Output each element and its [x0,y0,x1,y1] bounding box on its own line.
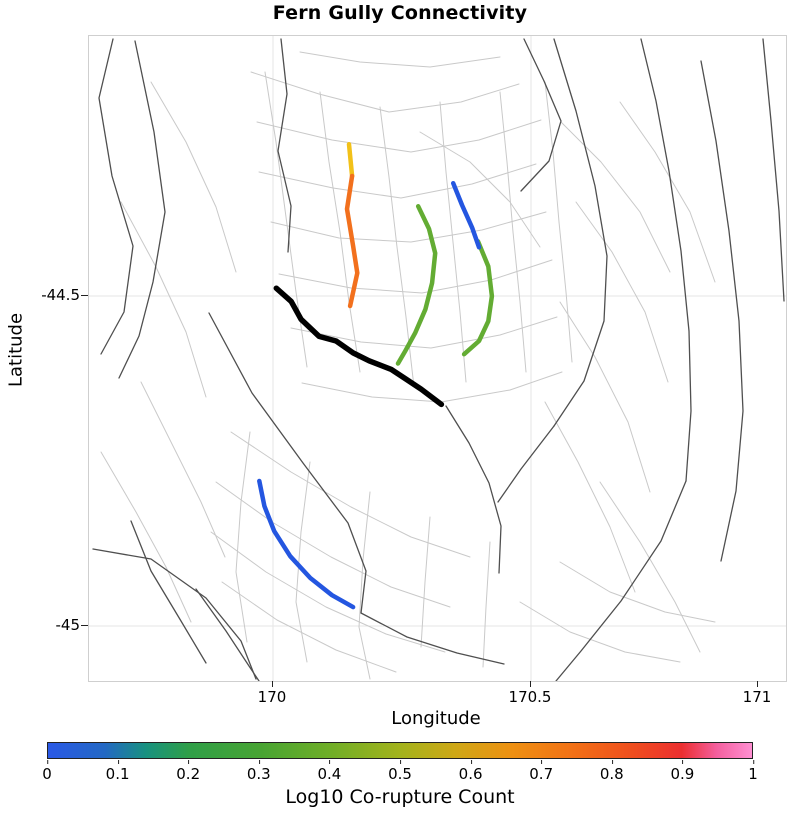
background-fault-trace [118,40,166,379]
background-fault-trace [553,38,608,427]
x-tick-label: 170 [257,688,287,706]
background-fault-trace [140,381,226,558]
background-fault-trace [360,612,505,665]
colorbar-tick-label: 0.6 [458,760,483,783]
colorbar-tick-label: 1 [748,760,758,783]
background-fault-trace [575,201,669,383]
y-tick-mark [81,295,88,296]
background-fault-trace [560,121,671,273]
fault-blue-south [257,478,356,610]
colorbar-tick-label: 0.2 [176,760,201,783]
background-fault-trace [499,91,527,373]
colorbar-tick-label: 0.7 [529,760,554,783]
fault-orange [344,173,360,309]
background-fault-trace [497,425,555,503]
background-fault-trace [264,71,308,368]
fault-blue-north [450,180,482,250]
background-fault-trace [640,38,692,482]
background-fault-trace [290,316,558,349]
background-fault-trace [130,520,207,664]
background-fault-trace [555,480,687,681]
chart-title: Fern Gully Connectivity [272,2,528,24]
background-fault-trace [544,401,636,593]
background-fault-trace [358,491,371,680]
background-fault-trace [256,119,542,153]
colorbar-tick-label: 0 [42,760,52,783]
background-fault-trace [762,38,785,302]
background-fault-trace [299,51,501,68]
background-fault-trace [100,451,192,623]
background-fault-trace [92,548,257,680]
fault-green-east [461,239,495,357]
colorbar-tick-label: 0.9 [670,760,695,783]
colorbar-tick-label: 0.8 [599,760,624,783]
background-fault-trace [700,60,744,562]
main-fault-black [273,285,445,408]
plot-area [88,35,787,682]
background-fault-trace [278,259,553,294]
background-fault-trace [482,541,491,668]
x-tick-label: 170.5 [508,688,552,706]
x-tick-label: 171 [742,688,772,706]
background-fault-trace [519,601,681,663]
background-fault-trace [150,81,237,273]
background-fault-trace [559,301,651,493]
y-axis-label: Latitude [5,312,27,388]
background-fault-trace [319,91,361,373]
background-fault-trace [445,405,502,574]
y-tick-label: -45 [55,616,81,634]
colorbar-tick-label: 0.3 [246,760,271,783]
fault-yellow [346,142,355,179]
background-fault-trace [195,588,260,681]
background-fault-trace [120,201,207,398]
background-fault-trace [520,38,562,192]
colorbar-tick-label: 0.4 [317,760,342,783]
colorbar-tick-label: 0.1 [105,760,130,783]
background-fault-trace [258,163,537,199]
background-fault-trace [215,481,451,608]
colorbar-tick-label: 0.5 [388,760,412,783]
background-fault-trace [439,101,467,383]
background-fault-trace [235,431,251,643]
colorbar-gradient [47,742,753,759]
background-fault-trace [98,38,134,355]
background-fault-trace [270,211,547,243]
colorbar-ticks: 0 0.1 0.2 0.3 0.4 0.5 0.6 0.7 0.8 0.9 1 [42,760,758,783]
fault-map-svg [89,36,786,681]
background-fault-trace [208,312,367,614]
background-fault-trace [420,516,431,648]
background-fault-trace [277,38,292,253]
background-fault-trace [419,131,541,248]
background-fault-trace [559,561,716,623]
x-tick-mark [757,681,758,687]
background-fault-trace [619,101,716,283]
y-tick-mark [81,625,88,626]
fault-green-west [395,204,438,366]
background-fault-trace [250,71,520,113]
x-axis-label: Longitude [391,708,481,729]
background-fault-trace [230,431,471,558]
background-fault-trace [210,531,446,653]
x-tick-mark [530,681,531,687]
background-fault-trace [599,481,701,653]
y-tick-label: -44.5 [41,286,80,304]
colorbar-label: Log10 Co-rupture Count [285,786,515,808]
x-tick-mark [272,681,273,687]
